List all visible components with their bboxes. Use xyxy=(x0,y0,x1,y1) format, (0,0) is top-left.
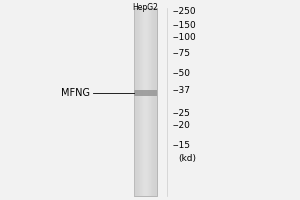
Bar xyxy=(144,8,145,196)
Bar xyxy=(135,8,136,196)
Bar xyxy=(154,8,155,196)
Bar xyxy=(153,8,154,196)
Bar xyxy=(151,8,152,196)
Bar xyxy=(151,8,152,196)
Bar xyxy=(138,8,139,196)
Bar xyxy=(141,8,142,196)
Bar xyxy=(139,8,140,196)
Text: --100: --100 xyxy=(172,33,196,43)
Bar xyxy=(143,8,144,196)
Bar xyxy=(145,8,146,196)
Bar xyxy=(140,8,141,196)
Text: --15: --15 xyxy=(172,142,190,150)
Bar xyxy=(156,8,157,196)
Bar xyxy=(134,8,157,196)
Bar xyxy=(147,8,148,196)
Bar xyxy=(134,8,135,196)
Bar xyxy=(149,8,150,196)
Text: --150: --150 xyxy=(172,21,196,29)
Bar xyxy=(136,8,137,196)
Bar xyxy=(149,8,150,196)
Text: MFNG: MFNG xyxy=(61,88,90,98)
Bar xyxy=(144,8,145,196)
Bar xyxy=(155,8,156,196)
Text: --50: --50 xyxy=(172,68,190,77)
Bar xyxy=(146,8,147,196)
Bar xyxy=(134,8,157,196)
Text: --25: --25 xyxy=(172,110,190,118)
Bar xyxy=(152,8,153,196)
Text: HepG2: HepG2 xyxy=(133,3,158,12)
Bar xyxy=(135,8,136,196)
Bar xyxy=(134,90,157,96)
Bar xyxy=(142,8,143,196)
Bar xyxy=(147,8,148,196)
Bar xyxy=(138,8,139,196)
Bar xyxy=(156,8,157,196)
Bar xyxy=(137,8,138,196)
Bar xyxy=(139,8,140,196)
Bar xyxy=(154,8,155,196)
Text: --37: --37 xyxy=(172,86,190,95)
Bar xyxy=(143,8,144,196)
Text: (kd): (kd) xyxy=(178,154,196,164)
Bar xyxy=(150,8,151,196)
Text: --75: --75 xyxy=(172,49,190,58)
Text: --250: --250 xyxy=(172,6,196,16)
Bar xyxy=(148,8,149,196)
Bar xyxy=(153,8,154,196)
Bar xyxy=(136,8,137,196)
Text: --20: --20 xyxy=(172,120,190,130)
Bar xyxy=(140,8,141,196)
